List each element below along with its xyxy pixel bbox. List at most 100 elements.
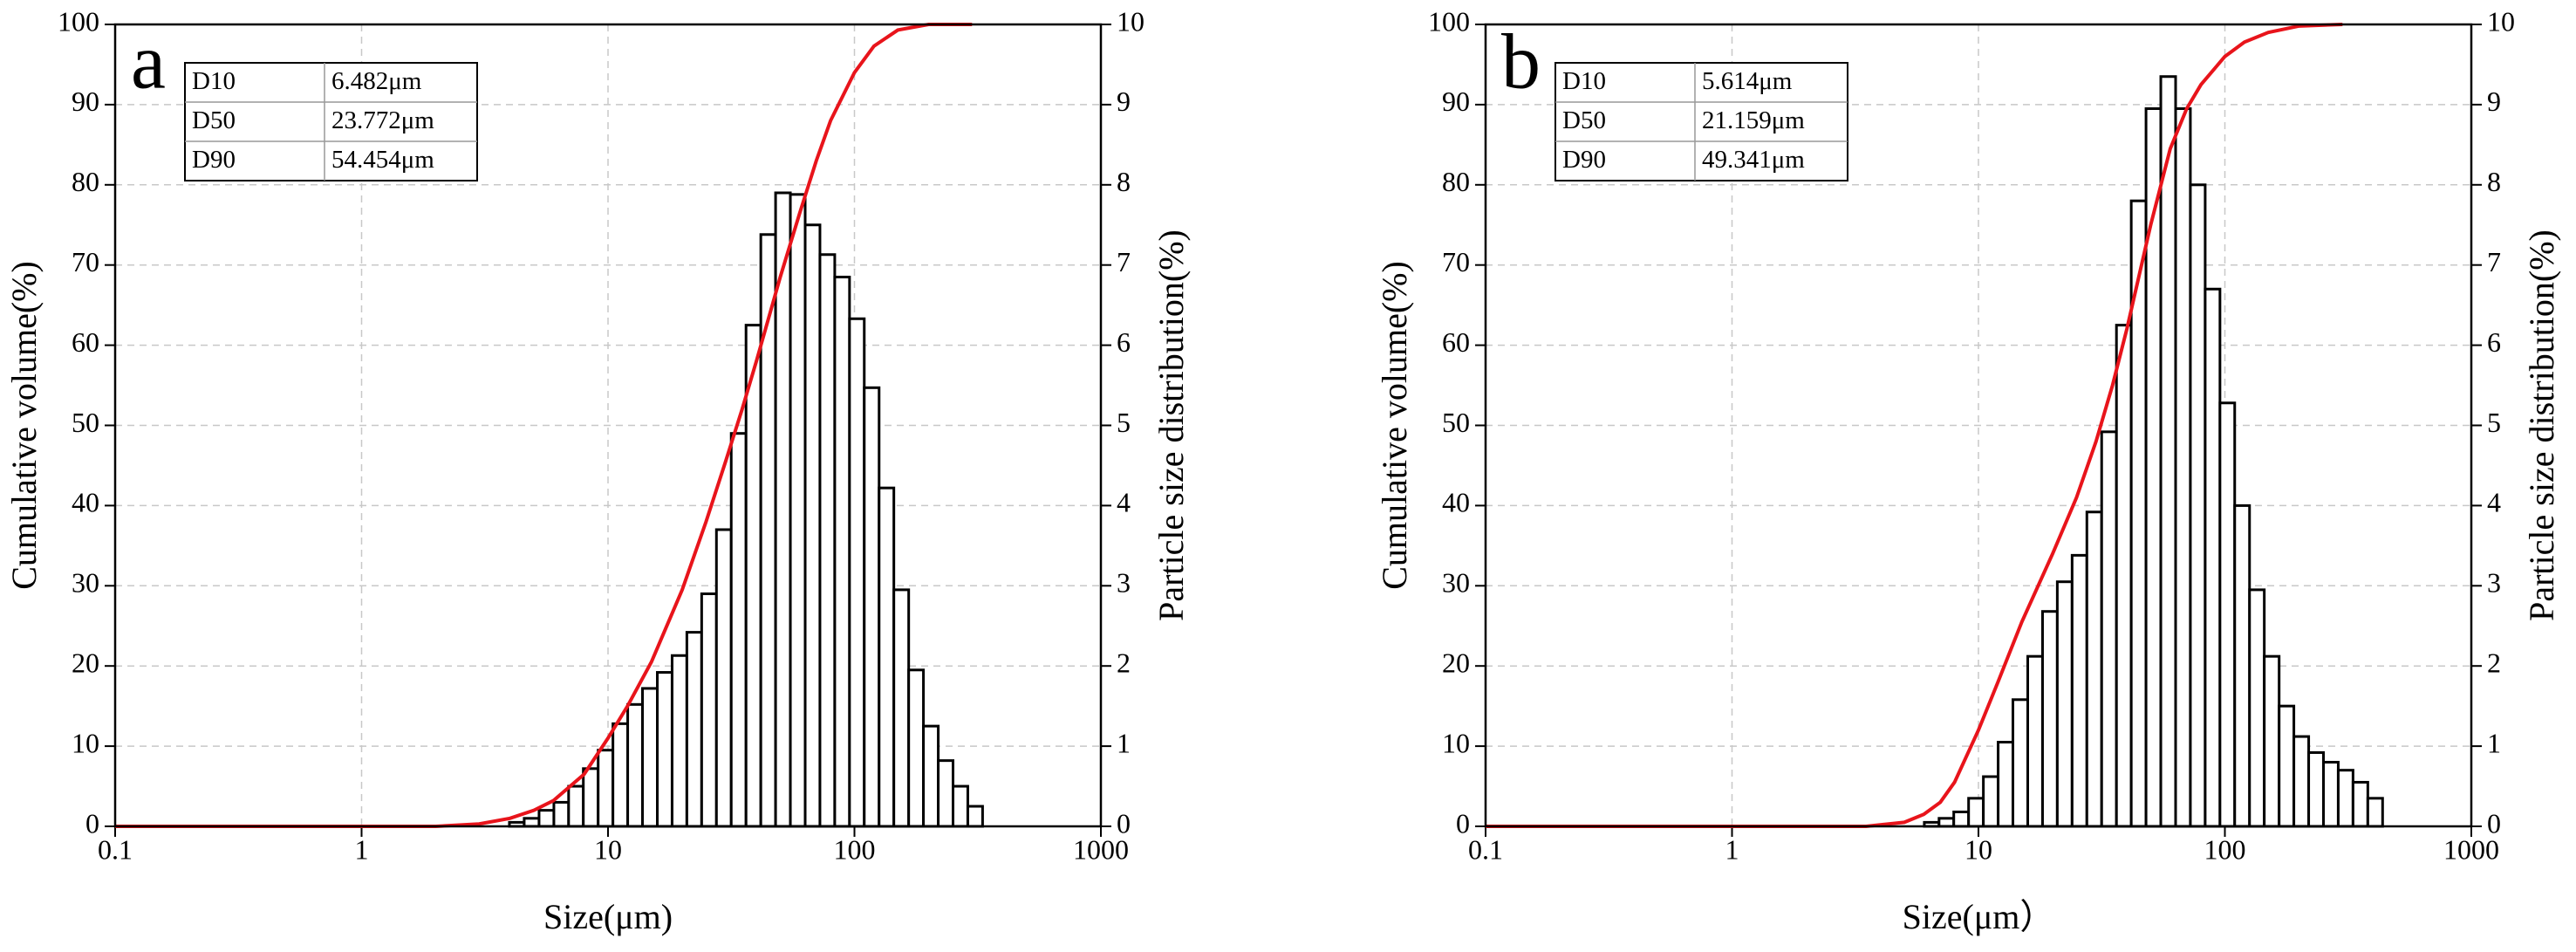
bar [937,759,955,828]
y-tick-label: 50 [72,407,99,438]
bar [714,528,733,828]
y-tick-label: 40 [1442,487,1470,518]
bar [626,702,645,828]
bar [582,767,600,828]
bar [2070,553,2088,828]
bar [863,386,881,828]
bar [878,486,896,828]
x-tick-label: 0.1 [1468,833,1503,865]
bar [2366,797,2384,828]
y-tick-label: 90 [1442,86,1470,117]
x-tick-label: 100 [834,833,876,865]
bar [833,275,851,828]
bar [2218,401,2237,828]
bar [2292,735,2311,828]
table-cell: 6.482μm [331,67,422,95]
bar [2278,704,2296,828]
y-tick-label: 80 [72,166,99,197]
x-tick-label: 1 [355,833,369,865]
x-axis-label: Size(μm) [543,897,673,936]
bar [744,324,762,828]
y2-tick-label: 8 [1117,166,1131,197]
stats-table [184,62,478,181]
y2-tick-label: 10 [2487,5,2515,37]
y-tick-label: 70 [72,246,99,277]
cumulative-line [1486,23,2343,828]
bar [1997,741,2015,828]
panel-label: a [131,19,166,106]
y-axis-label: Cumulative volume(%) [1375,261,1414,590]
bar [552,800,571,828]
y-tick-label: 10 [1442,727,1470,758]
y2-tick-label: 4 [1117,487,1131,518]
y-tick-label: 100 [1428,5,1470,37]
bar [641,687,659,828]
bar [848,317,866,828]
bar [685,631,703,828]
bar [952,784,969,828]
y2-tick-label: 3 [2487,567,2501,599]
y-tick-label: 60 [72,326,99,358]
y-tick-label: 0 [85,807,99,839]
bar [2336,769,2354,828]
y2-tick-label: 1 [1117,727,1131,758]
y2-tick-label: 5 [2487,407,2501,438]
bar [2159,75,2177,828]
bar [612,722,630,828]
bar [1937,817,1956,828]
y-axis-label: Cumulative volume(%) [4,261,44,590]
bar [729,432,748,828]
y-tick-label: 90 [72,86,99,117]
cumulative-line [115,23,973,828]
bar [907,668,926,828]
bar [2055,580,2074,828]
bar [966,805,984,828]
bar [2351,780,2369,828]
bar [670,654,688,828]
y2-axis-label: Particle size distribution(%) [1151,229,1191,621]
bar [2100,430,2118,828]
bar [2307,750,2326,828]
bar [700,592,718,828]
y2-tick-label: 8 [2487,166,2501,197]
table-cell: 5.614μm [1702,67,1793,95]
y2-axis-label: Particle size distribution(%) [2522,229,2561,621]
bar [2263,654,2281,828]
bar [892,588,911,828]
bar [2012,698,2030,828]
x-tick-label: 10 [594,833,622,865]
table-cell: 23.772μm [331,106,434,134]
x-tick-label: 100 [2204,833,2246,865]
y2-tick-label: 1 [2487,727,2501,758]
y2-tick-label: 9 [1117,86,1131,117]
y-tick-label: 70 [1442,246,1470,277]
plot-frame [113,23,1103,828]
y-tick-label: 0 [1456,807,1470,839]
bar [2040,610,2059,828]
y-tick-label: 20 [1442,647,1470,679]
bar [2174,106,2192,828]
bar [2085,510,2103,828]
bar [2204,287,2222,828]
y2-tick-label: 7 [1117,246,1131,277]
y-tick-label: 50 [1442,407,1470,438]
panel: 0.1 1 10 100 1000010203040506070809010001234… [1375,5,2561,936]
x-tick-label: 1000 [1073,833,1129,865]
bar [2115,324,2133,828]
x-tick-label: 1000 [2443,833,2499,865]
y-tick-label: 40 [72,487,99,518]
bar [2189,183,2207,828]
bar [1952,810,1971,828]
x-tick-label: 1 [1725,833,1739,865]
bar [567,784,585,828]
y-tick-label: 30 [1442,567,1470,599]
bar [2322,760,2340,828]
bar [922,724,940,828]
bar [818,253,837,828]
y2-tick-label: 6 [1117,326,1131,358]
y2-tick-label: 4 [2487,487,2501,518]
y2-tick-label: 0 [2487,807,2501,839]
bar [523,817,541,828]
